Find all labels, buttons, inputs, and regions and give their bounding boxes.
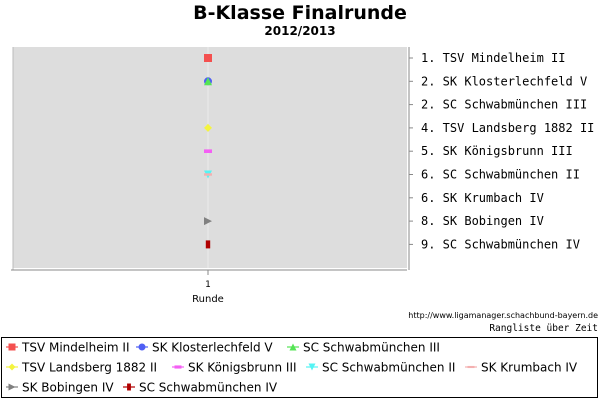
legend-label: SK Bobingen IV (22, 381, 114, 395)
legend-label: SK Krumbach IV (481, 361, 578, 375)
rank-label: 4. TSV Landsberg 1882 II (421, 121, 594, 135)
chart-title: B-Klasse Finalrunde (193, 2, 407, 24)
rank-label: 6. SK Krumbach IV (421, 191, 544, 205)
marker-sk-k-nigsbrunn-iii (204, 149, 212, 153)
legend-marker (467, 365, 475, 369)
rank-label: 5. SK Königsbrunn III (421, 144, 573, 158)
marker-sc-schwabm-nchen-iii (204, 77, 212, 86)
rank-labels: 1. TSV Mindelheim II 2. SK Klosterlechfel… (409, 51, 594, 251)
legend-label: SC Schwabmünchen IV (139, 381, 278, 395)
marker-tsv-landsberg-1882-ii (204, 123, 212, 132)
legend-marker (289, 343, 297, 351)
marker-tsv-mindelheim-ii (204, 54, 212, 62)
rank-label: 9. SC Schwabmünchen IV (421, 237, 580, 251)
chart-subtitle: 2012/2013 (264, 24, 335, 38)
rank-label: 2. SK Klosterlechfeld V (421, 74, 587, 88)
x-axis-title: Runde (192, 294, 224, 305)
legend-label: SK Klosterlechfeld V (152, 341, 273, 355)
data-markers (204, 54, 212, 249)
legend-marker (8, 383, 16, 391)
legend-label: SC Schwabmünchen III (303, 341, 440, 355)
marker-sk-bobingen-iv (204, 217, 212, 226)
legend-label: TSV Mindelheim II (21, 341, 130, 355)
legend-label: SC Schwabmünchen II (322, 361, 455, 375)
x-ticks: 1 (205, 270, 211, 290)
legend-marker (174, 365, 182, 369)
legend-box (1, 337, 598, 398)
legend-marker (127, 383, 131, 391)
legend-marker (8, 343, 16, 351)
rank-label: 8. SK Bobingen IV (421, 214, 544, 228)
chart-caption: Rangliste über Zeit (489, 323, 598, 334)
legend-marker (8, 363, 16, 371)
rank-label: 2. SC Schwabmünchen III (421, 98, 587, 112)
legend: TSV Mindelheim II SK Klosterlechfeld V SC … (6, 341, 578, 395)
marker-sk-krumbach-iv (204, 173, 212, 176)
marker-sc-schwabm-nchen-iv (205, 240, 211, 249)
source-url: http://www.ligamanager.schachbund-bayern… (408, 311, 598, 320)
legend-marker (308, 363, 316, 371)
rank-label: 1. TSV Mindelheim II (421, 51, 566, 65)
legend-label: SK Königsbrunn III (188, 361, 297, 375)
legend-label: TSV Landsberg 1882 II (21, 361, 157, 375)
rank-label: 6. SC Schwabmünchen II (421, 168, 580, 182)
x-tick-label: 1 (205, 280, 211, 290)
legend-marker (138, 343, 146, 351)
